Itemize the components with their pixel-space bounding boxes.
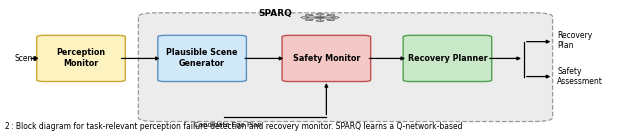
FancyBboxPatch shape: [282, 35, 371, 82]
Text: 2: 2: [4, 122, 10, 131]
Text: Candidate Ego Plan: Candidate Ego Plan: [194, 122, 262, 128]
Text: Plausible Scene
Generator: Plausible Scene Generator: [166, 48, 238, 68]
Text: Perception
Monitor: Perception Monitor: [56, 48, 106, 68]
FancyBboxPatch shape: [403, 35, 492, 82]
FancyBboxPatch shape: [158, 35, 246, 82]
Text: Recovery
Plan: Recovery Plan: [557, 31, 592, 50]
Text: Safety
Assessment: Safety Assessment: [557, 67, 603, 86]
Text: Safety Monitor: Safety Monitor: [292, 54, 360, 63]
Text: SPARQ: SPARQ: [259, 9, 292, 18]
FancyBboxPatch shape: [36, 35, 125, 82]
Text: Scene: Scene: [14, 54, 37, 63]
Text: : Block diagram for task-relevant perception failure detection and recovery moni: : Block diagram for task-relevant percep…: [11, 122, 463, 131]
Text: Recovery Planner: Recovery Planner: [408, 54, 487, 63]
FancyBboxPatch shape: [138, 13, 552, 122]
